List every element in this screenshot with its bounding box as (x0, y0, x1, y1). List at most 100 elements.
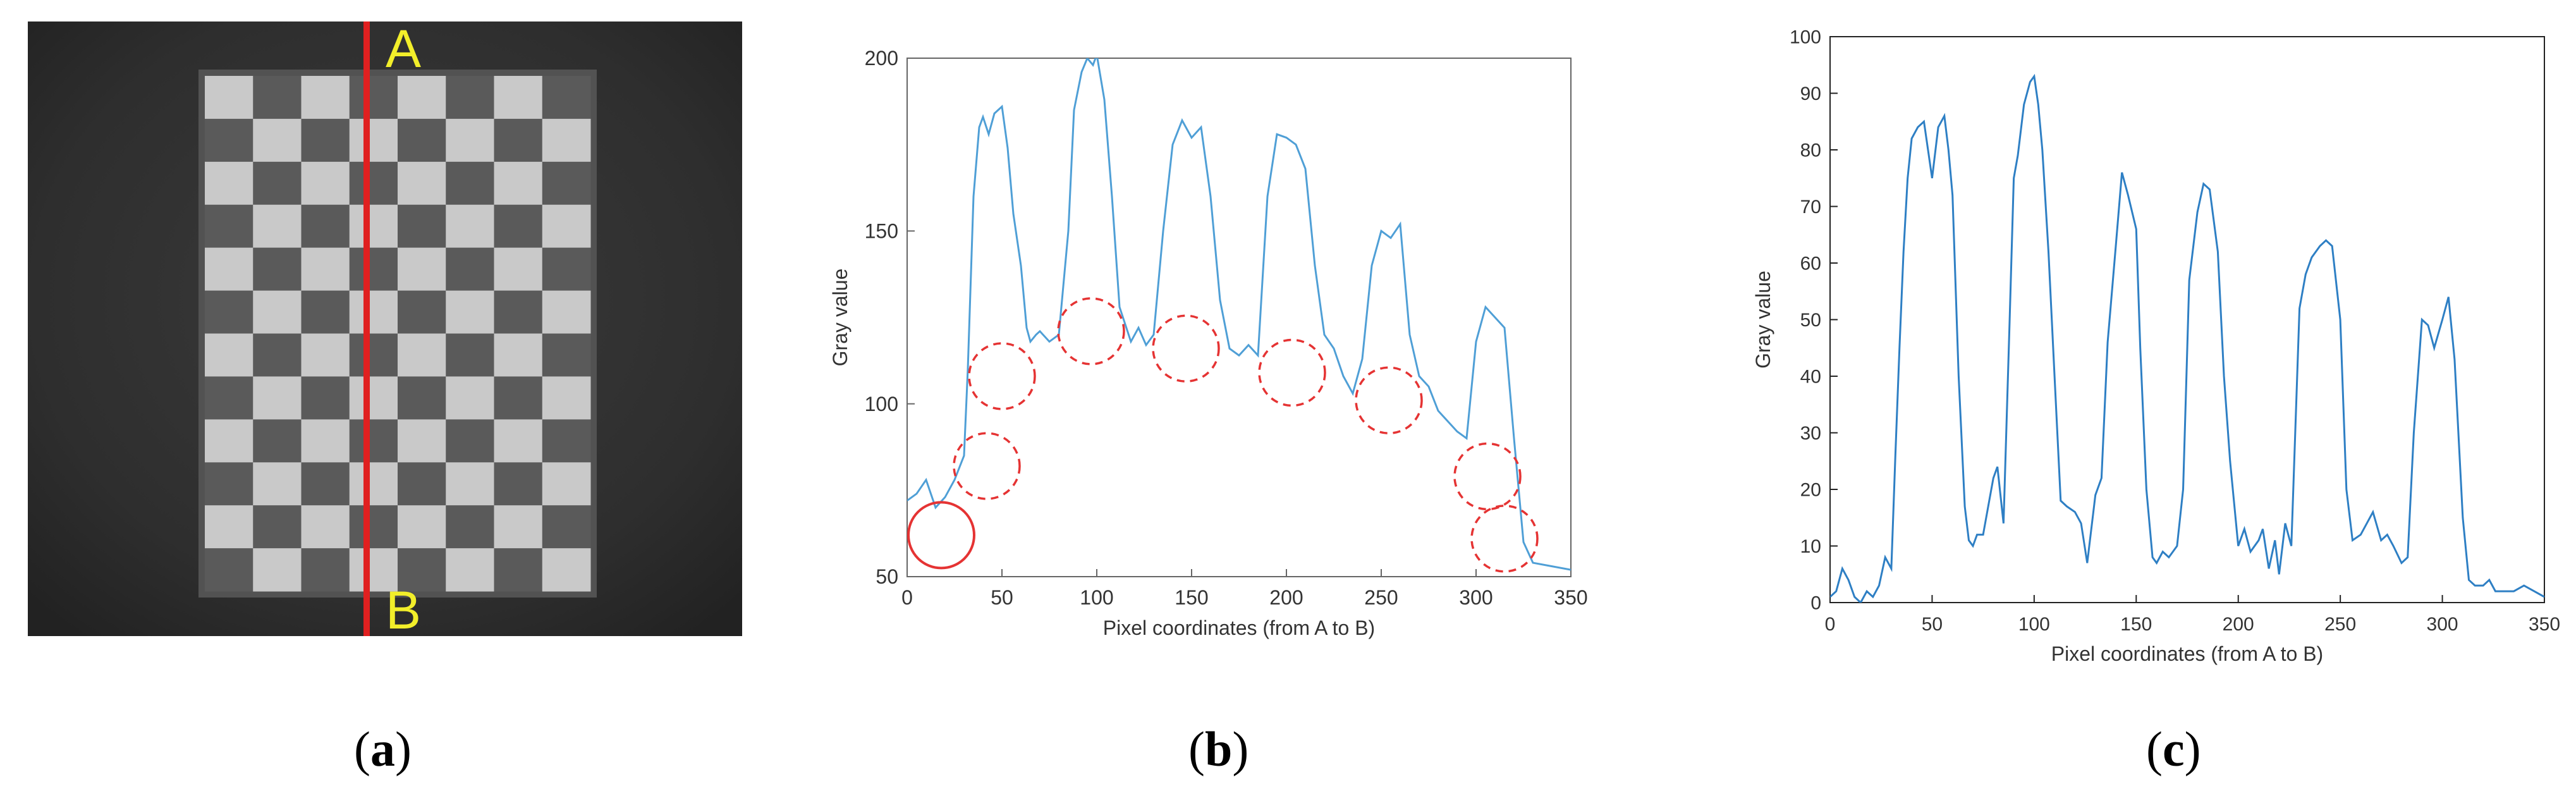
x-tick-label: 100 (2018, 614, 2050, 635)
x-tick-label: 0 (1825, 614, 1836, 635)
x-axis-label: Pixel coordinates (from A to B) (1103, 616, 1375, 639)
x-tick-label: 350 (1554, 586, 1587, 609)
checker-square (494, 118, 543, 162)
checker-square (349, 76, 398, 120)
checker-square (446, 161, 494, 205)
checker-square (446, 548, 494, 592)
checker-square (542, 419, 591, 463)
checker-square (301, 204, 350, 248)
checker-square (301, 548, 350, 592)
checker-square (349, 462, 398, 506)
panel-c-chart: 0 50 100 150 200 250 300 350 0 10 20 30 40 50 60 70 80 90… (1738, 13, 2560, 670)
checker-square (542, 376, 591, 420)
checker-square (398, 376, 446, 420)
y-tick-label: 80 (1800, 140, 1821, 161)
caption-c: (c) (2146, 721, 2201, 776)
highlight-circle (1470, 505, 1539, 573)
checker-square (301, 161, 350, 205)
checker-square (494, 76, 543, 120)
y-tick-label: 150 (865, 220, 898, 243)
label-a: A (386, 21, 421, 78)
checker-square (301, 505, 350, 549)
checker-square (542, 505, 591, 549)
checker-square (446, 247, 494, 291)
y-tick-label: 30 (1800, 423, 1821, 444)
y-tick-label: 0 (1810, 593, 1821, 614)
checker-square (398, 548, 446, 592)
checker-square (253, 548, 302, 592)
checker-square (301, 333, 350, 377)
series-line (907, 58, 1571, 571)
checker-square (253, 290, 302, 334)
x-tick-label: 250 (1364, 586, 1398, 609)
checker-square (253, 462, 302, 506)
y-tick-label: 90 (1800, 83, 1821, 104)
panel-b-chart: 0 50 100 150 200 250 300 350 50 100 150 200 Pixel co… (815, 25, 1606, 651)
checker-square (253, 247, 302, 291)
checker-square (253, 118, 302, 162)
checker-square (398, 462, 446, 506)
reference-circle (907, 501, 975, 570)
y-tick-label: 100 (1790, 27, 1821, 48)
checker-square (253, 333, 302, 377)
checker-square (398, 290, 446, 334)
y-tick-label: 10 (1800, 536, 1821, 557)
checker-square (446, 290, 494, 334)
checker-square (494, 333, 543, 377)
y-tick-label: 50 (1800, 310, 1821, 331)
checker-square (542, 462, 591, 506)
checker-square (253, 419, 302, 463)
checker-square (542, 290, 591, 334)
checker-square (205, 247, 253, 291)
checker-square (446, 204, 494, 248)
checker-square (494, 376, 543, 420)
checker-square (205, 333, 253, 377)
checker-square (349, 505, 398, 549)
x-tick-label: 200 (2223, 614, 2254, 635)
highlight-circle (1258, 338, 1326, 407)
checker-square (205, 290, 253, 334)
highlight-circle (1453, 442, 1522, 511)
y-tick-label: 70 (1800, 197, 1821, 218)
x-tick-label: 150 (2120, 614, 2152, 635)
panel-a-image: A B (28, 19, 742, 640)
checker-square (542, 118, 591, 162)
checker-square (349, 247, 398, 291)
checker-square (205, 161, 253, 205)
checker-square (253, 76, 302, 120)
checker-square (398, 161, 446, 205)
checker-square (542, 333, 591, 377)
checker-square (253, 204, 302, 248)
y-axis-label: Gray value (829, 269, 852, 367)
checker-square (494, 204, 543, 248)
y-tick-label: 40 (1800, 367, 1821, 388)
checker-square (349, 376, 398, 420)
checker-square (301, 247, 350, 291)
checker-square (205, 376, 253, 420)
checker-square (542, 204, 591, 248)
highlight-circle (1355, 366, 1423, 434)
checker-square (301, 462, 350, 506)
checker-square (301, 76, 350, 120)
caption-a: (a) (354, 721, 412, 776)
x-axis-label: Pixel coordinates (from A to B) (2051, 642, 2323, 665)
y-tick-label: 200 (865, 47, 898, 70)
y-axis-label: Gray value (1752, 271, 1774, 369)
plot-frame (906, 58, 1572, 577)
y-tick-label: 50 (876, 565, 898, 588)
checker-square (349, 333, 398, 377)
checker-square (446, 118, 494, 162)
checker-square (494, 290, 543, 334)
checker-square (398, 76, 446, 120)
series-line (1830, 73, 2544, 603)
checker-square (398, 419, 446, 463)
checker-square (253, 376, 302, 420)
checker-square (349, 548, 398, 592)
checker-square (542, 76, 591, 120)
x-tick-label: 300 (2427, 614, 2458, 635)
checker-square (205, 462, 253, 506)
checker-square (349, 204, 398, 248)
checker-square (494, 419, 543, 463)
checker-square (301, 290, 350, 334)
checker-square (205, 505, 253, 549)
